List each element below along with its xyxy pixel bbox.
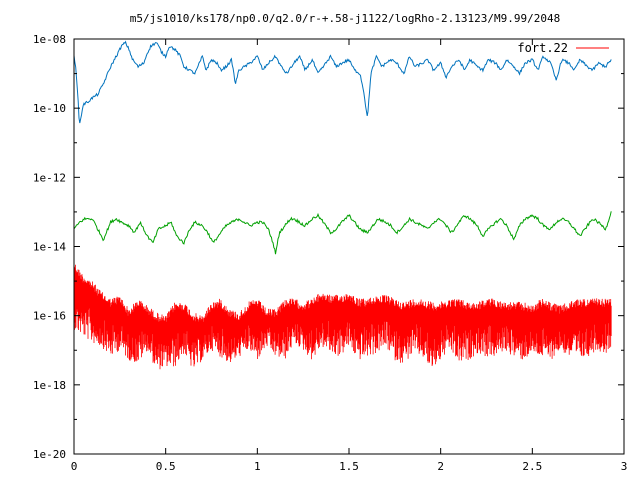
x-tick-label: 0.5	[156, 460, 176, 473]
x-tick-label: 2	[437, 460, 444, 473]
x-tick-label: 1	[254, 460, 261, 473]
y-tick-label: 1e-08	[33, 33, 66, 46]
y-tick-label: 1e-18	[33, 379, 66, 392]
series-fort22-line	[74, 264, 612, 370]
plot-frame	[73, 38, 625, 455]
chart-title: m5/js1010/ks178/np0.0/q2.0/r-+.58-j1122/…	[130, 12, 560, 25]
series-blue-line	[74, 40, 612, 124]
x-tick-label: 0	[71, 460, 78, 473]
series-green-line	[74, 211, 612, 255]
y-tick-label: 1e-10	[33, 102, 66, 115]
legend: fort.22	[517, 41, 609, 55]
y-tick-label: 1e-12	[33, 171, 66, 184]
x-tick-label: 2.5	[522, 460, 542, 473]
series-layer	[74, 40, 612, 370]
x-tick-label: 3	[621, 460, 628, 473]
legend-label-fort22: fort.22	[517, 41, 568, 55]
y-tick-label: 1e-16	[33, 310, 66, 323]
y-axis: 1e-08 1e-10 1e-12 1e-14 1e-16 1e-18 1e-20	[33, 33, 624, 461]
y-tick-label: 1e-14	[33, 241, 66, 254]
x-axis: 0 0.5 1 1.5 2 2.5 3	[71, 39, 628, 473]
x-tick-label: 1.5	[339, 460, 359, 473]
y-tick-label: 1e-20	[33, 448, 66, 461]
